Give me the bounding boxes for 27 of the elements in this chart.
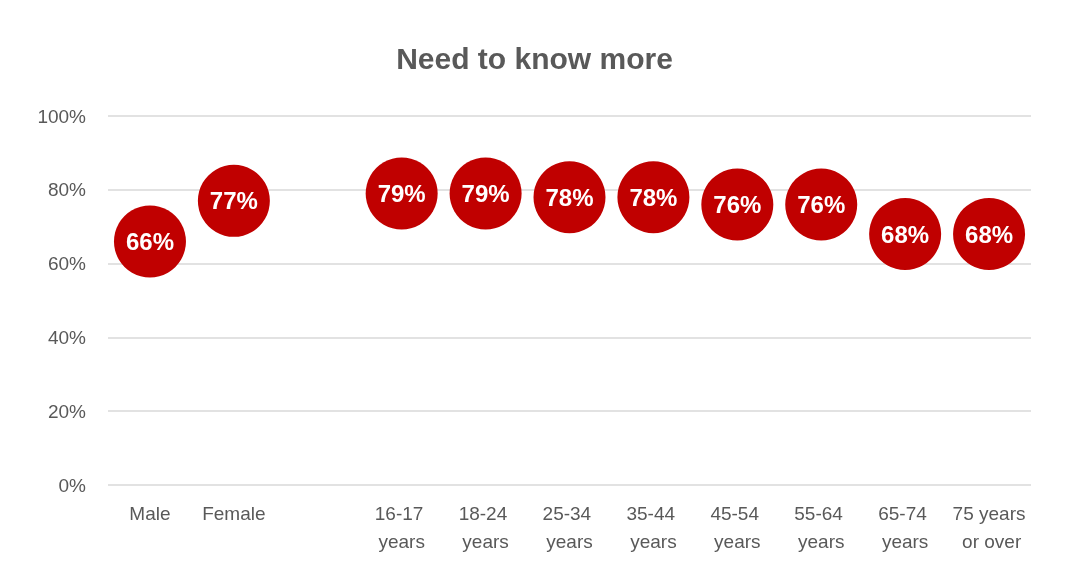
- data-label: 66%: [125, 227, 174, 255]
- x-tick-label: 16-17 years: [374, 502, 429, 552]
- data-label: 76%: [797, 191, 846, 219]
- x-tick-label: Female: [202, 502, 266, 524]
- x-tick-label: 35-44 years: [626, 502, 681, 552]
- x-tick-label: Male: [129, 502, 171, 524]
- chart-title: Need to know more: [396, 41, 673, 75]
- data-label: 68%: [965, 220, 1014, 248]
- data-label: 79%: [461, 179, 510, 207]
- x-tick-label: 45-54 years: [710, 502, 765, 552]
- x-tick-label: 65-74 years: [878, 502, 933, 552]
- x-tick-label: 18-24 years: [458, 502, 513, 552]
- y-tick-label: 20%: [47, 400, 87, 422]
- data-label: 78%: [545, 183, 594, 211]
- data-label: 76%: [713, 191, 762, 219]
- y-tick-label: 0%: [58, 474, 87, 496]
- y-tick-label: 60%: [47, 253, 87, 275]
- data-label: 78%: [629, 183, 678, 211]
- x-tick-label: 55-64 years: [794, 502, 849, 552]
- data-label: 79%: [377, 179, 426, 207]
- y-tick-label: 40%: [47, 326, 87, 348]
- data-label: 77%: [209, 187, 258, 215]
- y-tick-label: 80%: [47, 179, 87, 201]
- x-tick-label: 75 years or over: [952, 502, 1026, 552]
- x-tick-label: 25-34 years: [542, 502, 597, 552]
- y-tick-label: 100%: [37, 105, 87, 127]
- data-label: 68%: [881, 220, 930, 248]
